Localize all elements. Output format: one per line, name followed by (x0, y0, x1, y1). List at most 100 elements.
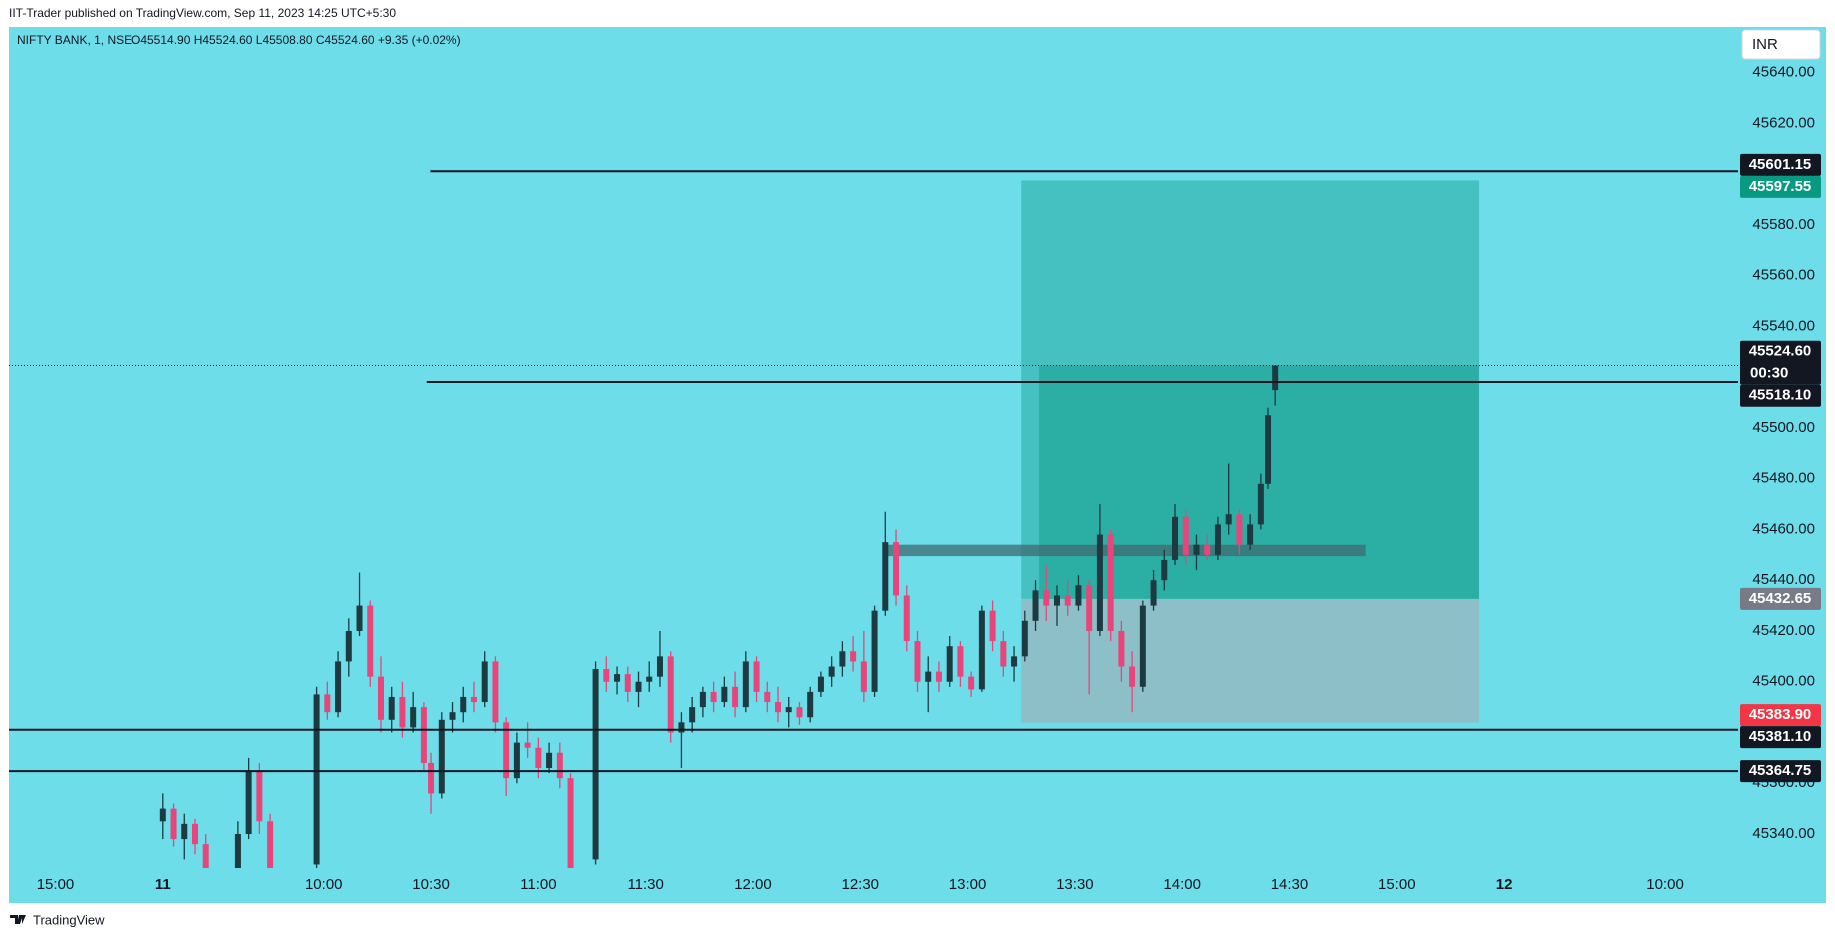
symbol-title: NIFTY BANK, 1, NSE (17, 33, 132, 47)
y-tick-label: 45420.00 (1752, 622, 1815, 639)
candle-body (839, 651, 846, 667)
candle-body (367, 605, 374, 677)
candle-body (556, 752, 563, 779)
candle-body (1096, 534, 1103, 631)
price-label: 45432.65 (1749, 590, 1812, 607)
price-label: 45383.90 (1749, 706, 1812, 723)
x-tick-label: 11:00 (520, 876, 556, 893)
x-tick-label: 12 (1496, 876, 1513, 893)
currency-label[interactable]: INR (1752, 36, 1778, 53)
candle-body (893, 542, 900, 596)
candle-body (1064, 595, 1071, 606)
candle-body (567, 778, 574, 868)
candle-body (925, 671, 932, 682)
x-tick-label: 15:00 (1378, 876, 1416, 893)
candle-body (1107, 534, 1114, 631)
candle-body (989, 610, 996, 642)
ohlc-legend: O45514.90 H45524.60 L45508.80 C45524.60 … (131, 33, 461, 47)
y-tick-label: 45560.00 (1752, 267, 1815, 284)
candle-body (1086, 585, 1093, 631)
price-label: 45518.10 (1749, 387, 1812, 404)
price-label: 45601.15 (1749, 156, 1812, 173)
candle-body (460, 696, 467, 713)
candle-body (603, 669, 610, 682)
candle-body (546, 752, 553, 769)
candle-body (335, 661, 342, 713)
candle-body (710, 691, 717, 703)
candle-body (1236, 514, 1243, 545)
x-tick-label: 10:00 (305, 876, 343, 893)
candle-body (202, 844, 209, 868)
x-tick-label: 13:00 (949, 876, 987, 893)
price-label-box (1740, 384, 1821, 407)
candle-body (732, 686, 739, 708)
candle-body (978, 610, 985, 690)
countdown-label: 00:30 (1750, 365, 1788, 382)
candle-body (492, 661, 499, 723)
candle-body (1161, 559, 1168, 581)
candle-body (399, 696, 406, 728)
axes: 45340.0045360.0045380.0045400.0045420.00… (37, 64, 1821, 893)
candle-body (614, 674, 621, 682)
x-tick-label: 13:30 (1056, 876, 1094, 893)
candle-body (356, 605, 363, 631)
x-tick-label: 12:30 (841, 876, 879, 893)
candle-body (503, 722, 510, 779)
currency-button-bg[interactable] (1741, 29, 1821, 60)
candle-body (524, 742, 531, 748)
price-label: 45524.60 (1749, 343, 1812, 360)
candle-body (1139, 605, 1146, 687)
candle-body (1272, 365, 1279, 391)
support-zone (883, 544, 1366, 557)
candle-body (903, 595, 910, 642)
x-tick-label: 11 (155, 876, 171, 893)
realized-zone (1039, 365, 1480, 599)
candle-body (428, 762, 435, 794)
candle-body (957, 646, 964, 677)
candle-body (935, 671, 942, 682)
candle-body (860, 661, 867, 692)
candle-body (1043, 590, 1050, 606)
y-tick-label: 45540.00 (1752, 317, 1815, 334)
candle-body (513, 742, 520, 779)
candle-body (256, 770, 263, 822)
candle-body (470, 696, 477, 703)
candle-body (667, 656, 674, 733)
candle-body (1247, 524, 1254, 545)
candle-body (753, 661, 760, 692)
candle-body (817, 676, 824, 692)
candle-body (807, 691, 814, 718)
candle-body (828, 666, 835, 677)
candle-body (775, 702, 782, 713)
candle-body (324, 694, 331, 713)
x-tick-label: 12:00 (734, 876, 772, 893)
candle-body (1150, 580, 1157, 606)
candle-body (914, 641, 921, 682)
candle-body (181, 823, 188, 840)
candle-body (796, 707, 803, 718)
candle-body (159, 808, 166, 822)
candle-body (946, 646, 953, 682)
price-label: 45597.55 (1749, 178, 1812, 195)
currency-button[interactable]: INR (1741, 29, 1821, 60)
candle-body (1172, 516, 1179, 560)
price-label-box (1740, 704, 1821, 727)
price-label-box (1740, 760, 1821, 783)
x-tick-label: 15:00 (37, 876, 75, 893)
price-label: 45381.10 (1749, 728, 1812, 745)
candle-body (377, 676, 384, 720)
plot-area (9, 170, 1738, 868)
footer-logo: TradingView (10, 912, 105, 927)
y-tick-label: 45440.00 (1752, 571, 1815, 588)
publisher-header: IIT-Trader published on TradingView.com,… (9, 6, 396, 20)
price-label-box (1740, 726, 1821, 749)
x-tick-label: 14:30 (1271, 876, 1309, 893)
candle-body (1118, 630, 1125, 667)
candle-body (170, 808, 177, 840)
price-label-box (1740, 175, 1821, 198)
candle-body (689, 707, 696, 723)
candle-body (699, 691, 706, 708)
footer-brand: TradingView (33, 912, 105, 927)
x-tick-label: 11:30 (627, 876, 663, 893)
